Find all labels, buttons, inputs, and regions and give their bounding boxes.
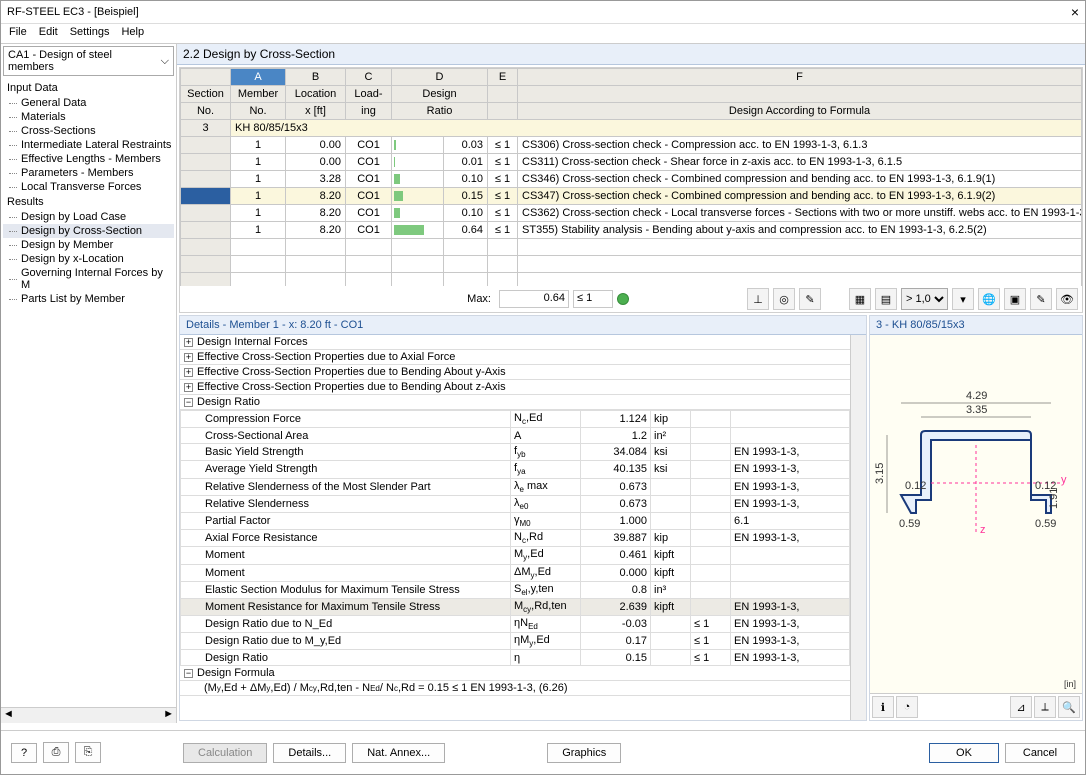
nav-tree[interactable]: Input Data General DataMaterialsCross-Se… (1, 78, 176, 707)
graphics-button[interactable]: Graphics (547, 743, 621, 763)
ok-button[interactable]: OK (929, 743, 999, 763)
details-group[interactable]: −Design Formula (180, 666, 850, 681)
calculation-button[interactable]: Calculation (183, 743, 267, 763)
tool-btn-6[interactable]: ▾ (952, 288, 974, 310)
main-grid[interactable]: ABCDEFSectionMemberLocationLoad-DesignNo… (180, 68, 1082, 286)
details-group[interactable]: +Design Internal Forces (180, 335, 850, 350)
profile-panel: 3 - KH 80/85/15x3 4.293.353.150.120.120.… (869, 315, 1083, 721)
menu-edit[interactable]: Edit (39, 26, 58, 41)
tool-btn-7[interactable]: 🌐 (978, 288, 1000, 310)
profile-unit: [in] (1064, 679, 1076, 689)
tree-item[interactable]: Effective Lengths - Members (3, 152, 174, 166)
tree-item[interactable]: Cross-Sections (3, 124, 174, 138)
cross-section-svg: 4.293.353.150.120.120.590.591.91yz (870, 335, 1082, 615)
details-group[interactable]: +Effective Cross-Section Properties due … (180, 380, 850, 395)
profile-canvas: 4.293.353.150.120.120.590.591.91yz [in] (870, 335, 1082, 693)
tree-item[interactable]: Design by Member (3, 238, 174, 252)
bottom-bar: ? ⎙ ⎘ Calculation Details... Nat. Annex.… (1, 730, 1085, 774)
tool-btn-2[interactable]: ◎ (773, 288, 795, 310)
svg-text:3.15: 3.15 (874, 463, 886, 484)
tool-btn-3[interactable]: ✎ (799, 288, 821, 310)
tree-input-root[interactable]: Input Data (3, 80, 174, 96)
svg-text:0.59: 0.59 (1035, 518, 1056, 530)
nat-annex-button[interactable]: Nat. Annex... (352, 743, 445, 763)
tree-item[interactable]: Design by Load Case (3, 210, 174, 224)
tree-item[interactable]: General Data (3, 96, 174, 110)
max-label: Max: (467, 293, 495, 305)
tool-btn-1[interactable]: ⊥ (747, 288, 769, 310)
ratio-filter-combo[interactable]: > 1,0 (901, 288, 948, 310)
case-dropdown-label: CA1 - Design of steel members (8, 49, 161, 73)
tool-btn-8[interactable]: ▣ (1004, 288, 1026, 310)
title-bar: RF-STEEL EC3 - [Beispiel] × (1, 1, 1085, 23)
export-button-1[interactable]: ⎙ (43, 742, 69, 763)
svg-text:4.29: 4.29 (966, 390, 987, 402)
menu-help[interactable]: Help (121, 26, 144, 41)
tree-item[interactable]: Design by Cross-Section (3, 224, 174, 238)
dims-icon[interactable]: ⟂ (1034, 696, 1056, 718)
tool-btn-4[interactable]: ▦ (849, 288, 871, 310)
zoom-icon[interactable]: 🔍 (1058, 696, 1080, 718)
details-group[interactable]: +Effective Cross-Section Properties due … (180, 365, 850, 380)
details-body[interactable]: +Design Internal Forces+Effective Cross-… (180, 335, 850, 720)
menu-file[interactable]: File (9, 26, 27, 41)
svg-text:1.91: 1.91 (1048, 488, 1060, 509)
details-button[interactable]: Details... (273, 743, 346, 763)
details-group[interactable]: +Effective Cross-Section Properties due … (180, 350, 850, 365)
tool-btn-5[interactable]: ▤ (875, 288, 897, 310)
menu-settings[interactable]: Settings (70, 26, 110, 41)
chevron-down-icon: ⌵ (161, 55, 169, 68)
tree-item[interactable]: Parameters - Members (3, 166, 174, 180)
grid-toolbar: Max: 0.64 ≤ 1 ⊥ ◎ ✎ ▦ ▤ > 1,0 ▾ 🌐 ▣ ✎ 👁 (180, 286, 1082, 312)
details-group[interactable]: −Design Ratio (180, 395, 850, 410)
left-scroll[interactable]: ◄► (1, 707, 176, 723)
right-panel: 2.2 Design by Cross-Section ABCDEFSectio… (177, 44, 1085, 723)
export-button-2[interactable]: ⎘ (75, 742, 101, 763)
svg-text:0.59: 0.59 (899, 518, 920, 530)
tree-item[interactable]: Parts List by Member (3, 292, 174, 306)
cancel-button[interactable]: Cancel (1005, 743, 1075, 763)
tree-item[interactable]: Governing Internal Forces by M (3, 266, 174, 292)
window-title: RF-STEEL EC3 - [Beispiel] (7, 6, 139, 18)
max-value: 0.64 (499, 290, 569, 308)
info-icon[interactable]: ℹ (872, 696, 894, 718)
help-button[interactable]: ? (11, 743, 37, 763)
profile-title: 3 - KH 80/85/15x3 (870, 316, 1082, 335)
svg-text:0.12: 0.12 (905, 480, 926, 492)
tool-btn-eye[interactable]: 👁 (1056, 288, 1078, 310)
ok-indicator-icon (617, 293, 629, 305)
tool-btn-9[interactable]: ✎ (1030, 288, 1052, 310)
svg-text:y: y (1061, 474, 1067, 486)
tree-item[interactable]: Design by x-Location (3, 252, 174, 266)
left-panel: CA1 - Design of steel members ⌵ Input Da… (1, 44, 177, 723)
details-vscroll[interactable] (850, 335, 866, 720)
case-dropdown[interactable]: CA1 - Design of steel members ⌵ (3, 46, 174, 76)
profile-toolbar: ℹ ◔ ⊿ ⟂ 🔍 (870, 693, 1082, 720)
details-header: Details - Member 1 - x: 8.20 ft - CO1 (180, 316, 866, 335)
tree-item[interactable]: Intermediate Lateral Restraints (3, 138, 174, 152)
tree-results-root[interactable]: Results (3, 194, 174, 210)
axes-icon[interactable]: ⊿ (1010, 696, 1032, 718)
tree-item[interactable]: Local Transverse Forces (3, 180, 174, 194)
main-grid-zone: ABCDEFSectionMemberLocationLoad-DesignNo… (179, 67, 1083, 313)
design-formula: (My,Ed + ΔMy,Ed) / Mcy,Rd,ten - NEd / Nc… (180, 681, 850, 696)
details-panel: Details - Member 1 - x: 8.20 ft - CO1 +D… (179, 315, 867, 721)
svg-text:z: z (980, 524, 986, 536)
max-cond: ≤ 1 (573, 290, 613, 308)
material-icon[interactable]: ◔ (896, 696, 918, 718)
tree-item[interactable]: Materials (3, 110, 174, 124)
svg-text:3.35: 3.35 (966, 404, 987, 416)
section-header: 2.2 Design by Cross-Section (177, 44, 1085, 65)
menu-bar: File Edit Settings Help (1, 23, 1085, 43)
close-icon[interactable]: × (1071, 4, 1079, 20)
